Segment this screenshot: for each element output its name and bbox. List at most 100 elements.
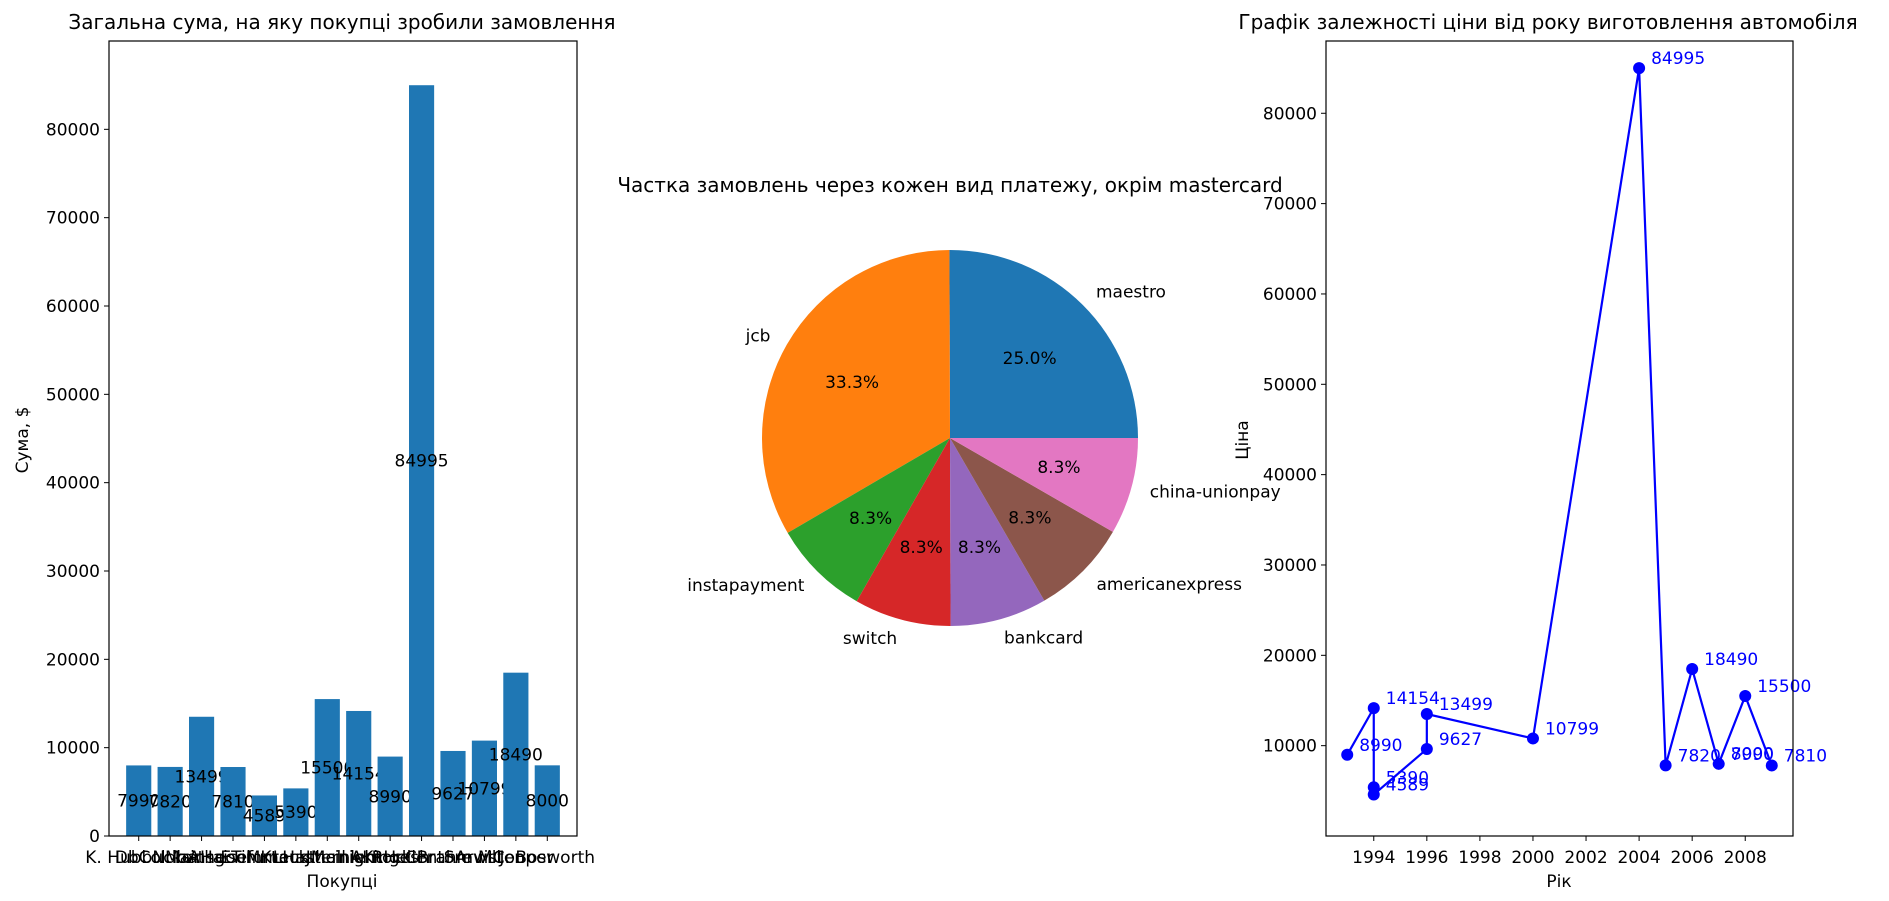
point-data-label: 7820: [1678, 746, 1721, 766]
x-tick-label: LHasternight: [273, 848, 382, 868]
y-tick-label: 70000: [46, 209, 100, 229]
y-tick-label: 30000: [1263, 556, 1317, 576]
bar-data-label: 7820: [149, 792, 192, 812]
y-tick-label: 50000: [46, 385, 100, 405]
bar-chart: Загальна сума, на яку покупці зробили за…: [13, 10, 616, 892]
pie-slice-label: instapayment: [687, 576, 805, 596]
y-tick-label: 20000: [1263, 646, 1317, 666]
data-point: [1659, 759, 1672, 772]
x-tick-label: 2000: [1511, 848, 1554, 868]
pie-slice: [950, 438, 1113, 601]
pie-slice-label: bankcard: [1004, 629, 1083, 649]
bar-data-label: 10799: [457, 779, 511, 799]
point-data-label: 5390: [1386, 768, 1429, 788]
bar: [377, 756, 403, 836]
pie-slice: [787, 438, 950, 602]
pie-slice-label: jcb: [745, 326, 771, 346]
pie-slice-label: maestro: [1096, 283, 1166, 303]
bar: [471, 740, 497, 836]
x-tick-label: CBrahmwill: [405, 848, 501, 868]
data-point: [1765, 759, 1778, 772]
y-tick-label: 40000: [46, 474, 100, 494]
price-series-line: [1346, 67, 1773, 797]
data-point: [1420, 743, 1433, 756]
bar-data-label: 9627: [431, 784, 474, 804]
pie-slice: [950, 438, 1138, 532]
x-tick-label: SArvisten: [444, 848, 525, 868]
data-point: [1739, 689, 1752, 702]
bar-data-label: 13499: [175, 767, 229, 787]
x-tick-label: 2006: [1671, 848, 1714, 868]
x-tick-label: MCooper: [478, 848, 554, 868]
point-data-label: 13499: [1439, 695, 1493, 715]
point-data-label: 8990: [1359, 736, 1402, 756]
x-tick-label: K. Hubbucke: [85, 848, 192, 868]
bar: [534, 765, 560, 836]
line-chart-xlabel: Рік: [1546, 872, 1571, 892]
pie-slice-label: americanexpress: [1096, 575, 1242, 595]
bar-data-label: 18490: [489, 745, 543, 765]
line-chart-ylabel: Ціна: [1233, 420, 1253, 459]
pie-slice: [762, 250, 950, 533]
bar: [126, 765, 152, 836]
data-point: [1341, 748, 1354, 761]
x-tick-label: 2002: [1564, 848, 1607, 868]
pie-slice-label: switch: [843, 629, 897, 649]
data-point: [1526, 732, 1539, 745]
bar-data-label: 8000: [526, 792, 569, 812]
point-data-label: 18490: [1704, 650, 1758, 670]
x-tick-label: AHaisefurt: [188, 848, 278, 868]
x-tick-label: 1994: [1352, 848, 1395, 868]
bar-chart-title: Загальна сума, на яку покупці зробили за…: [68, 10, 615, 34]
bar: [283, 788, 309, 836]
x-tick-label: JMcinlemock: [305, 848, 412, 868]
bar: [189, 716, 215, 836]
x-tick-label: 1996: [1405, 848, 1448, 868]
y-tick-label: 50000: [1263, 375, 1317, 395]
pie-pct-label: 8.3%: [900, 538, 943, 558]
pie-slice-label: china-unionpay: [1150, 482, 1281, 502]
data-point: [1367, 702, 1380, 715]
pie-pct-label: 8.3%: [958, 538, 1001, 558]
bar: [251, 795, 277, 836]
data-point: [1367, 788, 1380, 801]
x-tick-label: NMainsgool: [152, 848, 250, 868]
pie-chart: Частка замовлень через кожен вид платежу…: [617, 173, 1282, 649]
bar-chart-ylabel: Сума, $: [13, 407, 33, 474]
x-tick-label: 2004: [1617, 848, 1660, 868]
bar-data-label: 5390: [274, 803, 317, 823]
pie-slice: [950, 438, 1045, 626]
bar-data-label: 4589: [243, 807, 286, 827]
point-data-label: 10799: [1545, 719, 1599, 739]
x-tick-label: 2008: [1724, 848, 1767, 868]
pie-slice: [949, 249, 1138, 438]
pie-slice: [856, 438, 951, 627]
point-data-label: 84995: [1651, 49, 1705, 69]
pie-pct-label: 8.3%: [1037, 458, 1080, 478]
y-tick-label: 30000: [46, 562, 100, 582]
x-tick-label: DbColdbathe: [115, 848, 226, 868]
x-tick-label: MKrausthall: [246, 848, 346, 868]
data-point: [1712, 757, 1725, 770]
y-tick-label: 70000: [1263, 195, 1317, 215]
y-tick-label: 40000: [1263, 466, 1317, 486]
bar: [503, 672, 529, 836]
x-tick-label: ETimmeck: [220, 848, 308, 868]
pie-pct-label: 25.0%: [1003, 349, 1057, 369]
bar-data-label: 14154: [332, 764, 386, 784]
x-tick-label: RHellentore: [372, 848, 472, 868]
pie-pct-label: 8.3%: [1008, 509, 1051, 529]
bar-data-label: 15500: [300, 759, 354, 779]
bar-data-label: 7810: [211, 793, 254, 813]
point-data-label: 7810: [1784, 746, 1827, 766]
data-point: [1686, 662, 1699, 675]
pie-chart-title: Частка замовлень через кожен вид платежу…: [617, 173, 1282, 197]
bar: [346, 710, 372, 836]
y-tick-label: 60000: [46, 297, 100, 317]
bar: [409, 85, 435, 837]
bar-data-label: 8990: [369, 787, 412, 807]
bar-data-label: 84995: [395, 452, 449, 472]
y-tick-label: 0: [89, 827, 100, 847]
bar: [314, 699, 340, 836]
